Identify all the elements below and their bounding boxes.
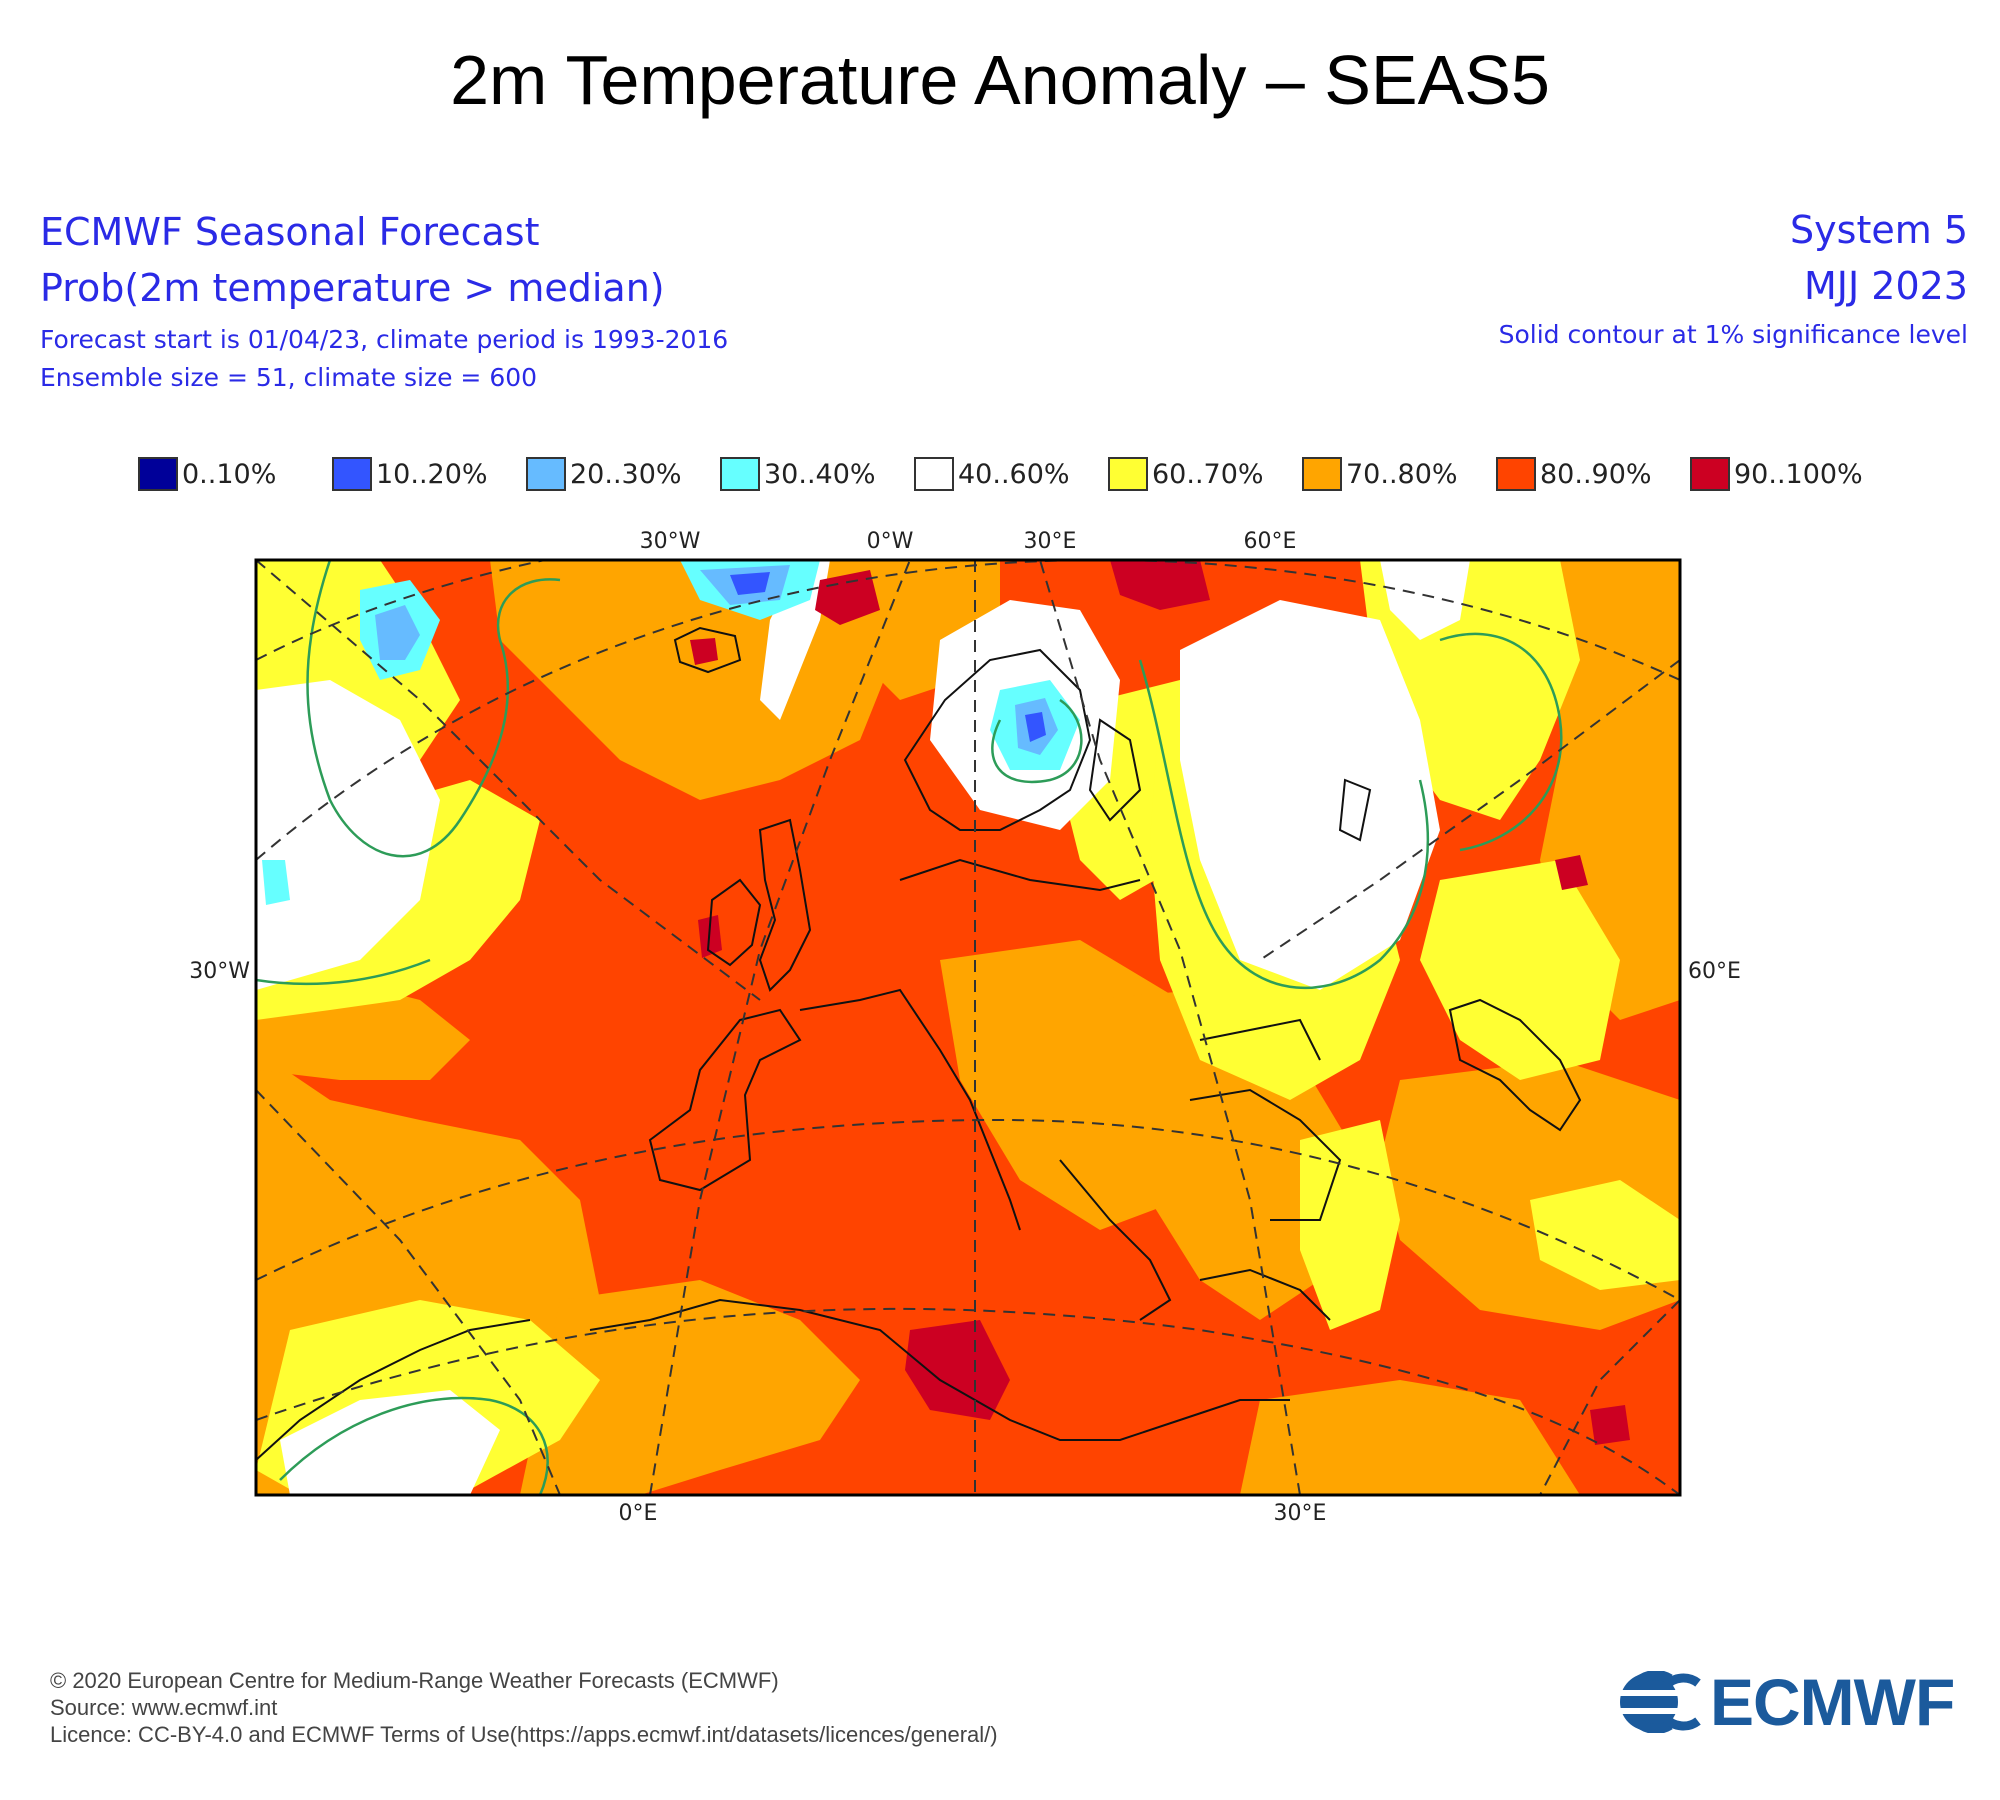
field-40-60-north-atlantic <box>256 680 440 990</box>
ecmwf-logo-icon <box>1618 1671 1706 1733</box>
significance-contour <box>256 958 431 986</box>
probability-description: Prob(2m temperature > median) <box>40 266 665 310</box>
field-90-100-north <box>1110 560 1210 610</box>
legend-item-90-100: 90..100% <box>1690 454 1863 494</box>
significance-contour <box>1439 632 1563 852</box>
field-90-100-iceland <box>690 638 718 665</box>
legend-item-80-90: 80..90% <box>1496 454 1652 494</box>
significance-contour <box>1138 659 1430 990</box>
period-label: MJJ 2023 <box>1804 264 1968 308</box>
significance-contour <box>306 560 561 858</box>
forecast-start-info: Forecast start is 01/04/23, climate peri… <box>40 325 729 354</box>
legend-label: 80..90% <box>1540 458 1652 490</box>
field-40-60-africa <box>280 1390 500 1495</box>
legend-swatch <box>526 457 566 491</box>
legend-item-30-40: 30..40% <box>720 454 876 494</box>
legend-item-20-30: 20..30% <box>526 454 682 494</box>
legend-label: 90..100% <box>1734 458 1863 490</box>
forecast-source-title: ECMWF Seasonal Forecast <box>40 210 540 254</box>
significance-contour <box>279 1396 549 1495</box>
legend-swatch <box>332 457 372 491</box>
significance-note: Solid contour at 1% significance level <box>1498 320 1968 349</box>
legend-swatch <box>1496 457 1536 491</box>
map-frame <box>254 558 1682 1497</box>
legend-label: 70..80% <box>1346 458 1458 490</box>
legend-swatch <box>1108 457 1148 491</box>
page-title: 2m Temperature Anomaly – SEAS5 <box>450 41 1550 119</box>
field-70-80-arabia <box>1240 1380 1580 1495</box>
field-60-70-east <box>1530 1180 1680 1290</box>
field-40-60-iceland-strip <box>760 560 830 720</box>
legend-swatch <box>1690 457 1730 491</box>
legend-item-70-80: 70..80% <box>1302 454 1458 494</box>
legend-label: 60..70% <box>1152 458 1264 490</box>
bottom-axis-label: 30°E <box>1274 1501 1327 1526</box>
ecmwf-logo: ECMWF <box>1618 1665 1963 1739</box>
legend-label: 40..60% <box>958 458 1070 490</box>
map-field <box>256 560 1680 1495</box>
field-30-40-atlantic-patch <box>262 860 290 905</box>
legend-swatch <box>138 457 178 491</box>
legend-swatch <box>914 457 954 491</box>
ecmwf-logo-text: ECMWF <box>1710 1665 1955 1739</box>
ensemble-info: Ensemble size = 51, climate size = 600 <box>40 363 538 392</box>
legend-label: 0..10% <box>182 458 277 490</box>
field-40-60-russia <box>1180 600 1440 990</box>
footer-source: Source: www.ecmwf.int <box>50 1695 278 1720</box>
top-axis-label: 30°W <box>640 529 701 554</box>
field-90-100-persia <box>1590 1405 1630 1445</box>
field-90-100-libya <box>905 1320 1010 1420</box>
footer-copyright: © 2020 European Centre for Medium-Range … <box>50 1668 779 1693</box>
legend-label: 30..40% <box>764 458 876 490</box>
top-axis-label: 60°E <box>1244 529 1297 554</box>
field-70-80-sahara <box>520 1280 860 1495</box>
legend-swatch <box>1302 457 1342 491</box>
left-axis-label: 30°W <box>189 959 250 984</box>
right-axis-label: 60°E <box>1688 959 1741 984</box>
legend-item-10-20: 10..20% <box>332 454 488 494</box>
legend-item-40-60: 40..60% <box>914 454 1070 494</box>
graticule <box>256 560 1680 1495</box>
top-axis-label: 30°E <box>1024 529 1077 554</box>
top-axis-label: 0°W <box>867 529 914 554</box>
legend-item-0-10: 0..10% <box>138 454 276 494</box>
legend-label: 20..30% <box>570 458 682 490</box>
field-60-70-kazakh <box>1420 860 1620 1080</box>
system-label: System 5 <box>1790 208 1968 252</box>
footer-licence: Licence: CC-BY-4.0 and ECMWF Terms of Us… <box>50 1722 998 1747</box>
field-90-100-ural <box>1555 855 1588 890</box>
legend-label: 10..20% <box>376 458 488 490</box>
bottom-axis-label: 0°E <box>619 1501 658 1526</box>
color-legend: 0..10% 10..20% 20..30% 30..40% 40..60% 6… <box>138 454 1898 494</box>
coastlines <box>256 626 1582 1461</box>
legend-swatch <box>720 457 760 491</box>
significance-contour <box>991 698 1083 784</box>
field-10-20-sweden <box>1025 712 1046 742</box>
legend-item-60-70: 60..70% <box>1108 454 1264 494</box>
field-20-30-greenland <box>375 605 420 660</box>
field-40-60-barents <box>1380 560 1470 640</box>
field-90-100-norwegian-sea <box>815 570 880 625</box>
field-10-20-strait <box>730 572 770 595</box>
